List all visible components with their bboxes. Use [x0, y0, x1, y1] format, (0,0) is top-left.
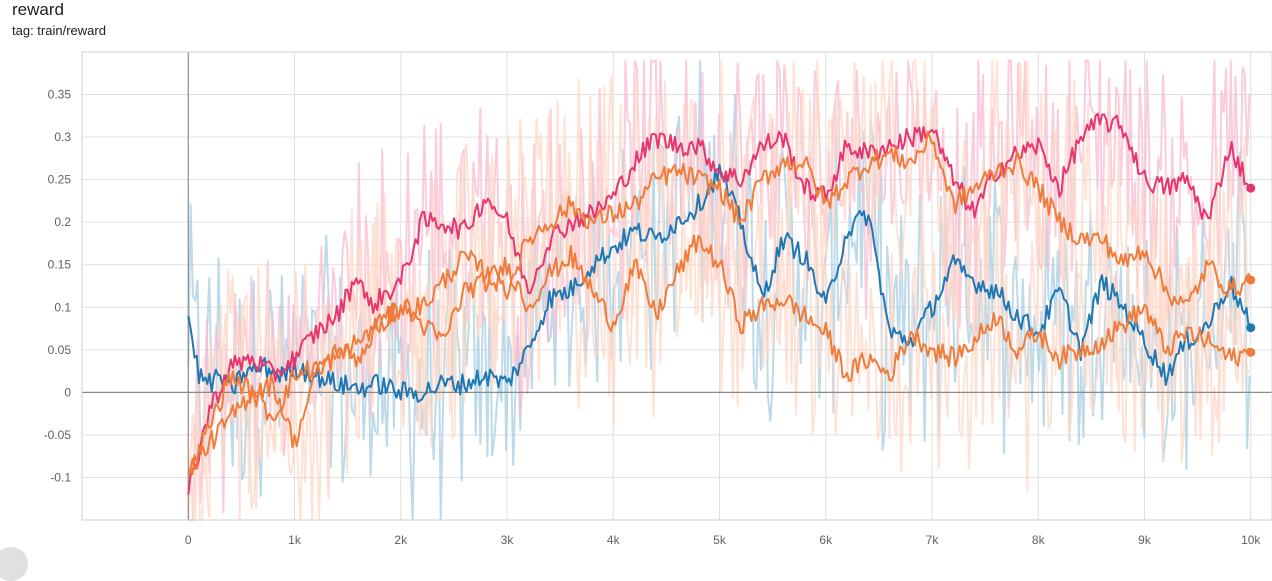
series-end-marker [1246, 347, 1256, 357]
x-tick-label: 3k [501, 533, 515, 547]
zero-lines [82, 52, 1272, 520]
smoothed-series-line [187, 234, 1252, 476]
y-tick-label: 0 [64, 385, 71, 399]
series-end-markers [1246, 183, 1256, 357]
smoothed-series-line [187, 130, 1252, 478]
series-end-marker [1246, 323, 1256, 333]
expand-button[interactable] [0, 547, 28, 581]
y-tick-label: 0.05 [48, 343, 72, 357]
chart-title: reward [12, 0, 64, 19]
y-axis-ticks: -0.1 -0.05 0 0.05 0.1 0.15 0.2 0.25 0.3 0.35 [44, 88, 72, 485]
raw-series-line [187, 58, 1251, 521]
x-tick-label: 5k [713, 533, 727, 547]
series-end-marker [1246, 183, 1256, 193]
x-tick-label: 10k [1241, 533, 1261, 547]
x-tick-label: 2k [394, 533, 408, 547]
plot-frame [81, 51, 1272, 521]
x-tick-label: 8k [1032, 533, 1046, 547]
reward-chart: 0 1k 2k 3k 4k 5k 6k 7k 8k 9k 10k -0.1 -0.05 0 0.05 0.1… [44, 51, 1272, 547]
x-tick-label: 6k [819, 533, 833, 547]
x-tick-label: 0 [185, 533, 192, 547]
y-tick-label: 0.25 [48, 173, 72, 187]
y-tick-label: 0.3 [54, 130, 71, 144]
raw-series-line [187, 134, 1251, 521]
x-axis-ticks: 0 1k 2k 3k 4k 5k 6k 7k 8k 9k 10k [185, 533, 1262, 547]
chart-tag: tag: train/reward [12, 23, 106, 38]
smoothed-series-layer [187, 112, 1252, 495]
series-end-marker [1246, 275, 1256, 285]
y-tick-label: 0.35 [48, 88, 72, 102]
x-tick-label: 9k [1138, 533, 1152, 547]
y-tick-label: 0.1 [54, 300, 71, 314]
smoothed-series-line [187, 163, 1252, 403]
x-tick-label: 7k [926, 533, 940, 547]
x-tick-label: 1k [288, 533, 302, 547]
y-tick-label: 0.2 [54, 215, 71, 229]
smoothed-series-line [187, 112, 1252, 495]
y-tick-label: 0.15 [48, 258, 72, 272]
y-tick-label: -0.1 [50, 470, 71, 484]
x-tick-label: 4k [607, 533, 621, 547]
y-tick-label: -0.05 [44, 428, 72, 442]
